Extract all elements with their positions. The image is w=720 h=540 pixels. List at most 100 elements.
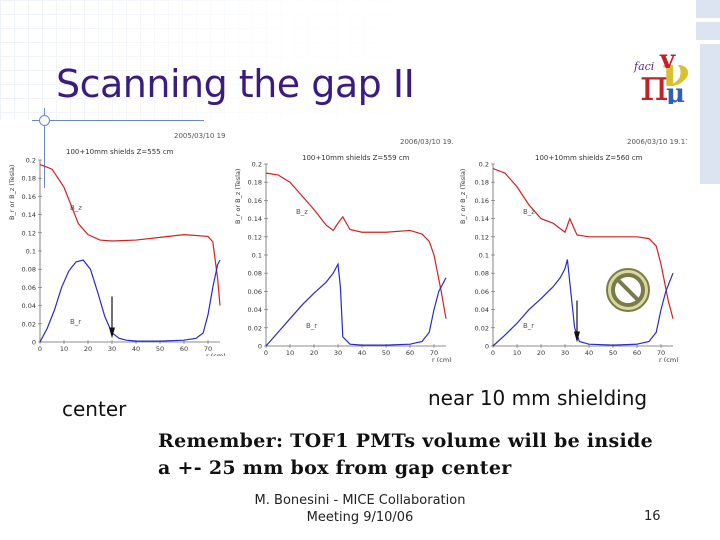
x-tick-label: 40 <box>358 349 366 357</box>
y-tick-label: 0.12 <box>248 233 262 241</box>
chart-title: 100+10mm shields Z=560 cm <box>535 154 643 162</box>
y-tick-label: 0.12 <box>22 229 36 237</box>
y-tick-label: 0.04 <box>22 302 36 310</box>
x-axis-label: r (cm) <box>206 352 226 356</box>
x-tick-label: 10 <box>513 349 521 357</box>
y-tick-label: 0.12 <box>475 233 489 241</box>
field-chart-1: 2005/03/10 19.13100+10mm shields Z=555 c… <box>8 132 226 356</box>
prohibited-icon <box>606 268 650 312</box>
arrow-head-icon <box>574 331 580 343</box>
x-tick-label: 60 <box>406 349 414 357</box>
grid-fade <box>0 0 720 120</box>
y-tick-label: 0.06 <box>475 288 489 296</box>
remember-line-2: a +- 25 mm box from gap center <box>158 457 512 479</box>
y-tick-label: 0.1 <box>26 248 36 256</box>
series-label-bz: B_z <box>296 208 308 216</box>
y-tick-label: 0.16 <box>475 197 489 205</box>
x-tick-label: 0 <box>38 345 42 353</box>
chart-panel-1: 2005/03/10 19.13100+10mm shields Z=555 c… <box>6 128 226 356</box>
series-label-br: B_r <box>70 318 81 326</box>
x-tick-label: 40 <box>132 345 140 353</box>
x-tick-label: 20 <box>310 349 318 357</box>
series-label-bz: B_z <box>70 204 82 212</box>
x-tick-label: 60 <box>633 349 641 357</box>
mice-logo-icon: faci π ν v μ <box>633 45 690 104</box>
y-tick-label: 0 <box>485 343 489 351</box>
y-tick-label: 0.18 <box>475 179 489 187</box>
series-line-br <box>265 262 447 347</box>
y-tick-label: 0.04 <box>475 306 489 314</box>
y-tick-label: 0.08 <box>475 270 489 278</box>
y-tick-label: 0.08 <box>22 266 36 274</box>
y-tick-label: 0.14 <box>475 215 489 223</box>
x-tick-label: 30 <box>334 349 342 357</box>
y-tick-label: 0 <box>258 343 262 351</box>
series-line-bz <box>492 167 674 319</box>
footer-line-1: M. Bonesini - MICE Collaboration <box>254 493 466 508</box>
x-tick-label: 20 <box>84 345 92 353</box>
y-tick-label: 0.04 <box>248 306 262 314</box>
y-tick-label: 0.14 <box>248 215 262 223</box>
y-axis-label: B_r or B_z (Tesla) <box>234 169 242 224</box>
x-tick-label: 0 <box>491 349 495 357</box>
y-tick-label: 0.1 <box>252 252 262 260</box>
y-tick-label: 0.02 <box>22 320 36 328</box>
chart-panel-2: 2006/03/10 19.15 100+10mm shields Z=559 c… <box>232 134 454 362</box>
caption-near-shielding: near 10 mm shielding <box>428 386 648 410</box>
series-label-br: B_r <box>306 322 317 330</box>
x-tick-label: 30 <box>561 349 569 357</box>
chart-title: 100+10mm shields Z=555 cm <box>66 148 174 156</box>
y-axis-label: B_r or B_z (Tesla) <box>8 165 16 220</box>
x-tick-label: 50 <box>382 349 390 357</box>
title-rule-vertical <box>44 108 45 188</box>
series-line-bz <box>265 172 447 319</box>
y-tick-label: 0.02 <box>475 324 489 332</box>
x-tick-label: 10 <box>60 345 68 353</box>
y-tick-label: 0.06 <box>248 288 262 296</box>
y-tick-label: 0.2 <box>26 157 36 165</box>
svg-text:faci: faci <box>633 60 654 73</box>
remember-note: Remember: TOF1 PMTs volume will be insid… <box>158 428 658 482</box>
x-tick-label: 50 <box>609 349 617 357</box>
y-tick-label: 0.18 <box>22 175 36 183</box>
arrow-head-icon <box>109 327 115 339</box>
svg-text:ν: ν <box>662 49 690 96</box>
x-tick-label: 20 <box>537 349 545 357</box>
series-label-br: B_r <box>523 322 534 330</box>
caption-center: center <box>62 397 127 421</box>
title-rule <box>32 120 204 121</box>
svg-text:π: π <box>640 60 669 104</box>
right-decor-bar <box>696 0 720 185</box>
y-tick-label: 0.18 <box>248 179 262 187</box>
x-tick-label: 70 <box>430 349 438 357</box>
y-tick-label: 0.08 <box>248 270 262 278</box>
y-tick-label: 0.06 <box>22 284 36 292</box>
y-tick-label: 0.2 <box>252 161 262 169</box>
x-tick-label: 50 <box>156 345 164 353</box>
series-line-bz <box>39 163 221 306</box>
y-axis-label: B_r or B_z (Tesla) <box>459 169 467 224</box>
chart-title: 100+10mm shields Z=559 cm <box>302 154 410 162</box>
footer: M. Bonesini - MICE Collaboration Meeting… <box>230 492 490 526</box>
y-tick-label: 0.16 <box>22 193 36 201</box>
chart-timestamp: 2006/03/10 19.17 <box>627 138 687 146</box>
footer-line-2: Meeting 9/10/06 <box>306 510 414 525</box>
remember-line-1: Remember: TOF1 PMTs volume will be insid… <box>158 430 654 452</box>
chart-panel-3: 2006/03/10 19.17 100+10mm shields Z=560 c… <box>457 134 687 362</box>
y-tick-label: 0.02 <box>248 324 262 332</box>
y-tick-label: 0.16 <box>248 197 262 205</box>
y-tick-label: 0.14 <box>22 211 36 219</box>
y-tick-label: 0.2 <box>479 161 489 169</box>
series-line-br <box>492 259 674 347</box>
svg-text:v: v <box>659 45 676 75</box>
x-tick-label: 70 <box>657 349 665 357</box>
svg-text:μ: μ <box>666 79 685 104</box>
chart-timestamp: 2006/03/10 19.15 <box>400 138 454 146</box>
field-chart-3: 2006/03/10 19.17 100+10mm shields Z=560 c… <box>459 138 687 362</box>
x-tick-label: 0 <box>264 349 268 357</box>
chart-timestamp: 2005/03/10 19.13 <box>174 132 226 140</box>
x-tick-label: 60 <box>180 345 188 353</box>
x-axis-label: r (cm) <box>432 356 452 362</box>
y-tick-label: 0.1 <box>479 252 489 260</box>
x-axis-label: r (cm) <box>659 356 679 362</box>
